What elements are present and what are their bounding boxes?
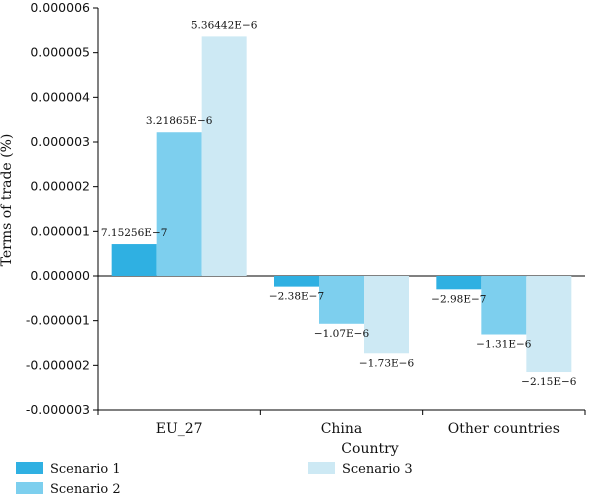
y-tick-label: 0.000003 [30, 134, 90, 149]
data-label: −1.31E−6 [476, 339, 532, 351]
bar [436, 276, 482, 290]
legend-label: Scenario 2 [50, 482, 121, 497]
legend-swatch [16, 482, 43, 494]
x-axis-title: Country [341, 441, 398, 457]
legend-label: Scenario 3 [342, 462, 413, 477]
legend-swatch [308, 462, 335, 474]
y-tick-label: 0.000005 [30, 45, 90, 60]
x-tick-label: EU_27 [156, 421, 203, 437]
x-tick-label: China [321, 421, 363, 437]
data-label: −2.38E−7 [269, 291, 324, 303]
legend-label: Scenario 1 [50, 462, 121, 477]
data-label: −2.98E−7 [431, 293, 486, 305]
y-tick-label: -0.000003 [26, 402, 90, 417]
y-tick-label: 0.000002 [30, 179, 90, 194]
bar [201, 36, 247, 277]
y-axis-title: Terms of trade (%) [0, 134, 15, 267]
bar [526, 276, 572, 373]
bars [111, 36, 572, 373]
data-label: 5.36442E−6 [191, 19, 258, 31]
y-tick-label: -0.000002 [26, 357, 90, 372]
y-tick-label: 0.000006 [30, 0, 90, 15]
data-label: −2.15E−6 [521, 376, 577, 388]
bar [481, 276, 527, 335]
bar [274, 276, 319, 287]
legend: Scenario 1 Scenario 2 Scenario 3 [16, 462, 413, 497]
legend-swatch [16, 462, 43, 474]
y-tick-label: 0.000001 [30, 223, 90, 238]
data-labels: 7.15256E−7 3.21865E−6 5.36442E−6 −2.38E−7 −1… [101, 19, 577, 388]
y-tick-label: -0.000001 [26, 313, 90, 328]
data-label: 3.21865E−6 [146, 115, 213, 127]
data-label: −1.73E−6 [359, 357, 415, 369]
data-label: 7.15256E−7 [101, 227, 168, 239]
bar [364, 276, 409, 354]
bar [111, 244, 157, 276]
x-tick-label: Other countries [448, 421, 560, 437]
y-tick-label: 0.000004 [30, 89, 90, 104]
y-axis: 0.000006 0.000005 0.000004 0.000003 0.000002… [26, 0, 99, 417]
bar [319, 276, 364, 324]
data-label: −1.07E−6 [314, 328, 370, 340]
y-tick-label: 0.000000 [30, 268, 90, 283]
bar [156, 132, 202, 276]
